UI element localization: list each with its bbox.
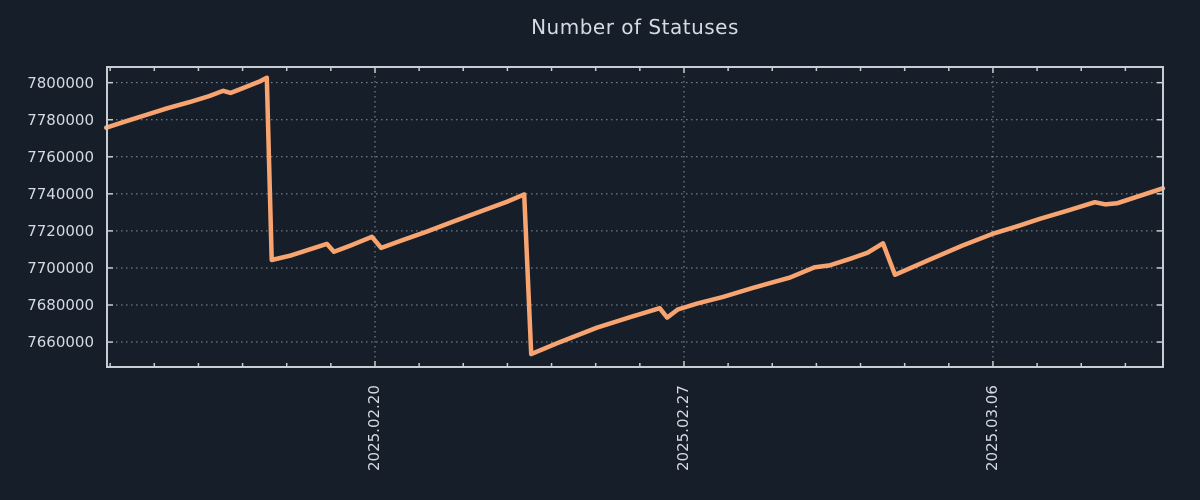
y-tick-label: 7720000 xyxy=(27,221,94,240)
plot-area xyxy=(103,66,1166,368)
y-axis-labels: 7660000 7680000 7700000 7720000 7740000 77600… xyxy=(0,0,97,500)
y-tick-label: 7700000 xyxy=(27,258,94,277)
plot-border xyxy=(106,66,1164,368)
chart-svg xyxy=(103,66,1166,368)
data-line xyxy=(103,75,1166,357)
chart-title: Number of Statuses xyxy=(531,15,739,39)
y-tick-label: 7740000 xyxy=(27,184,94,203)
x-tick-label: 2025.02.20 xyxy=(364,385,383,471)
y-tick-label: 7780000 xyxy=(27,110,94,129)
y-tick-label: 7680000 xyxy=(27,296,94,314)
x-tick-label: 2025.03.06 xyxy=(982,385,1001,471)
y-tick-label: 7660000 xyxy=(27,333,94,352)
x-tick-label: 2025.02.27 xyxy=(673,385,692,471)
y-tick-label: 7800000 xyxy=(27,73,94,92)
y-tick-label: 7760000 xyxy=(27,147,94,166)
